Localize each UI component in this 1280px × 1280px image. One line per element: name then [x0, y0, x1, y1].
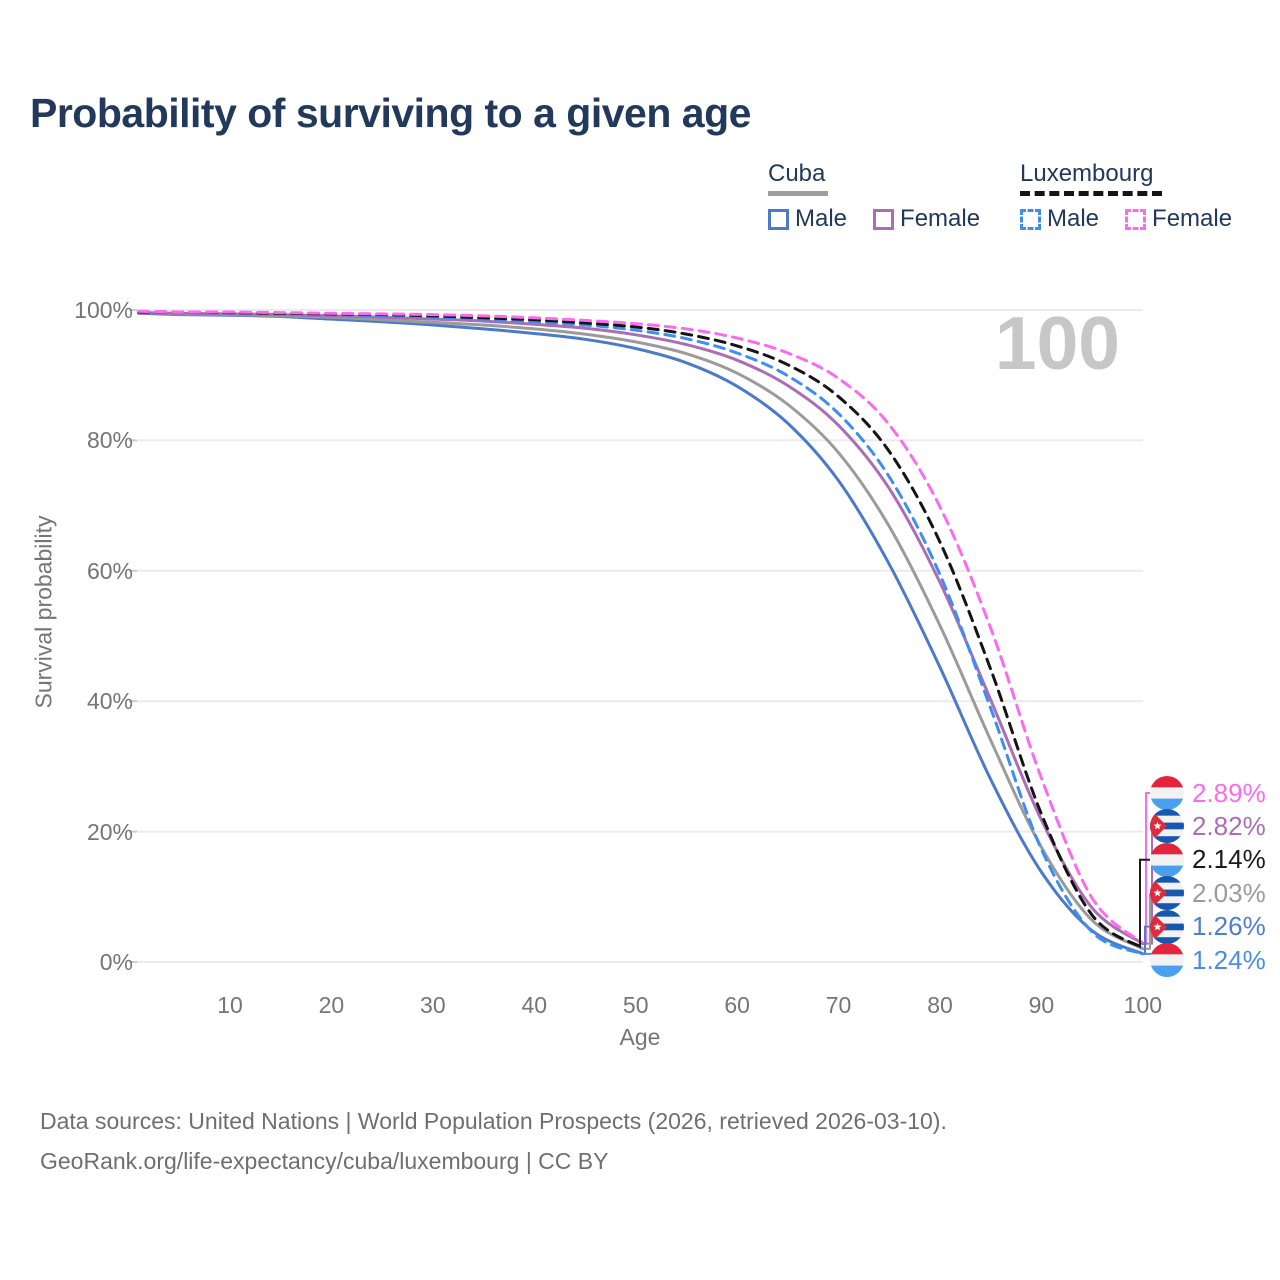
- legend-label: Female: [900, 205, 981, 232]
- luxembourg-flag-icon: [1150, 943, 1184, 977]
- end-label-value: 1.26%: [1192, 911, 1266, 942]
- x-tick-label: 80: [927, 992, 953, 1018]
- y-tick-label: 80%: [86, 427, 133, 454]
- legend-item-cuba-male[interactable]: Male: [768, 205, 847, 233]
- survival-chart: 100: [129, 301, 1154, 963]
- y-tick-label: 40%: [86, 688, 133, 715]
- legend-group-luxembourg-title: Luxembourg: [1020, 160, 1154, 187]
- x-tick-label: 50: [622, 992, 649, 1018]
- series-line-luxembourg-female: [137, 309, 1145, 945]
- legend-luxembourg-underline: [1020, 191, 1162, 196]
- x-tick-label: 90: [1028, 992, 1055, 1018]
- end-label-row: 2.82%: [1150, 809, 1266, 844]
- legend-swatch-luxembourg-female-icon: [1125, 208, 1147, 230]
- end-label-value: 2.82%: [1192, 810, 1266, 841]
- y-tick-label: 100%: [74, 297, 133, 323]
- x-tick-label: 30: [420, 992, 446, 1018]
- x-tick-label: 20: [318, 992, 345, 1018]
- end-label-row: 2.89%: [1150, 776, 1266, 810]
- end-label-row: 1.26%: [1150, 909, 1266, 944]
- legend-swatch-cuba-male-icon: [768, 208, 789, 230]
- legend-label: Male: [1047, 205, 1100, 232]
- x-tick-label: 70: [825, 992, 852, 1018]
- y-tick-label: 60%: [86, 557, 133, 584]
- cuba-flag-icon: [1150, 909, 1184, 944]
- legend-label: Male: [795, 205, 848, 232]
- legend-row-cuba: Male Female: [768, 205, 980, 233]
- end-label-value: 1.24%: [1192, 944, 1266, 975]
- legend-group-cuba-title: Cuba: [768, 160, 826, 187]
- legend-swatch-cuba-female-icon: [873, 208, 895, 230]
- x-tick-label: 10: [217, 992, 243, 1018]
- legend-swatch-luxembourg-male-icon: [1020, 208, 1041, 230]
- series-line-cuba-female: [137, 311, 1145, 946]
- x-axis-title: Age: [619, 1024, 661, 1050]
- x-tick-label: 60: [724, 992, 750, 1018]
- end-label-value: 2.89%: [1192, 777, 1266, 808]
- page-title: Probability of surviving to a given age: [30, 90, 751, 136]
- cuba-flag-icon: [1150, 809, 1184, 844]
- luxembourg-flag-icon: [1150, 842, 1184, 877]
- end-label-row: 2.14%: [1150, 842, 1266, 877]
- legend-label: Female: [1152, 205, 1233, 232]
- y-axis-title: Survival probability: [30, 515, 57, 709]
- y-tick-label: 0%: [99, 949, 133, 975]
- end-label-value: 2.14%: [1192, 844, 1266, 875]
- x-tick-label: 100: [1123, 992, 1163, 1018]
- legend-cuba-underline: [768, 191, 828, 196]
- attribution-text: GeoRank.org/life-expectancy/cuba/luxembo…: [40, 1148, 609, 1174]
- end-label-row: 2.03%: [1150, 876, 1266, 911]
- end-label-value: 2.03%: [1192, 877, 1266, 908]
- luxembourg-flag-icon: [1150, 776, 1184, 810]
- y-tick-label: 20%: [86, 818, 133, 845]
- age-watermark: 100: [995, 301, 1120, 385]
- legend-item-luxembourg-male[interactable]: Male: [1020, 205, 1099, 233]
- legend-item-luxembourg-female[interactable]: Female: [1125, 205, 1232, 233]
- legend-row-luxembourg: Male Female: [1020, 205, 1232, 233]
- data-sources-text: Data sources: United Nations | World Pop…: [40, 1108, 947, 1134]
- end-label-row: 1.24%: [1150, 943, 1266, 977]
- cuba-flag-icon: [1150, 876, 1184, 911]
- legend-item-cuba-female[interactable]: Female: [873, 205, 980, 233]
- x-tick-label: 40: [521, 992, 548, 1018]
